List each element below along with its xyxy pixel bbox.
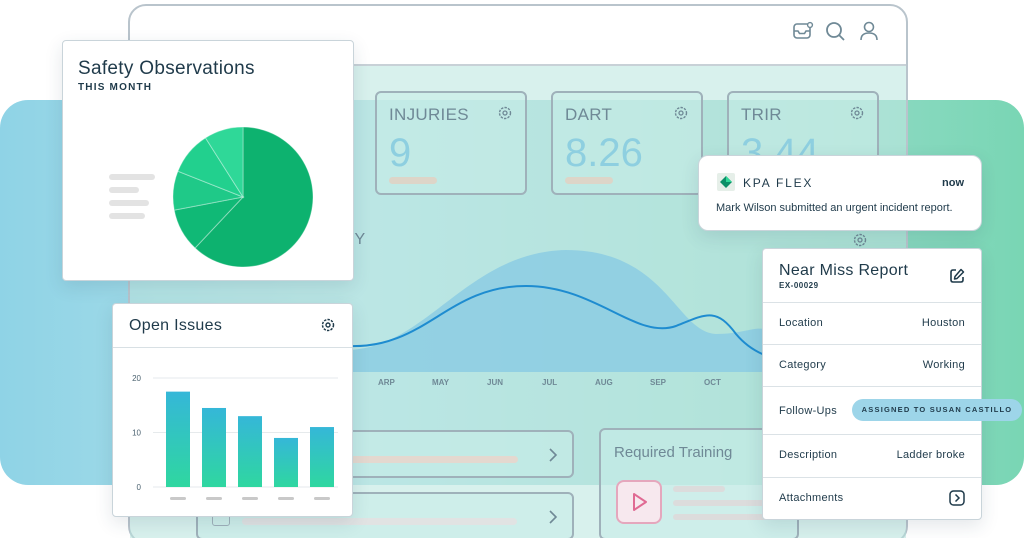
chevron-right-icon[interactable] bbox=[548, 510, 558, 524]
x-tick-placeholder bbox=[242, 497, 258, 500]
y-tick-label: 10 bbox=[132, 429, 141, 438]
kpi-placeholder-bar bbox=[565, 177, 613, 184]
search-icon[interactable] bbox=[824, 20, 846, 42]
chevron-right-icon[interactable] bbox=[949, 490, 965, 506]
month-label: MAY bbox=[432, 378, 450, 387]
field-value: Ladder broke bbox=[896, 449, 965, 461]
kpi-label: TRIR bbox=[741, 105, 782, 124]
bar[interactable] bbox=[202, 407, 226, 487]
trend-area bbox=[346, 250, 796, 372]
y-tick-label: 20 bbox=[132, 374, 141, 383]
placeholder-bar bbox=[338, 456, 518, 463]
pie-slice bbox=[204, 126, 244, 199]
kpi-card-injuries[interactable]: INJURIES 9 bbox=[375, 91, 527, 195]
field-category: Category Working bbox=[763, 344, 981, 386]
field-label: Location bbox=[779, 317, 823, 329]
y-tick-label: 0 bbox=[137, 483, 142, 492]
bar[interactable] bbox=[238, 416, 262, 487]
trend-area-chart bbox=[345, 250, 797, 372]
gear-icon[interactable] bbox=[497, 105, 513, 121]
kpi-label: DART bbox=[565, 105, 613, 124]
pie-slice bbox=[194, 126, 314, 268]
bar[interactable] bbox=[310, 427, 334, 487]
x-tick-placeholder bbox=[206, 497, 222, 500]
kpi-card-dart[interactable]: DART 8.26 bbox=[551, 91, 703, 195]
field-label: Follow-Ups bbox=[779, 405, 838, 417]
month-label: AUG bbox=[595, 378, 613, 387]
field-location: Location Houston bbox=[763, 302, 981, 344]
card-title: Near Miss Report bbox=[779, 262, 909, 279]
trend-line bbox=[345, 284, 797, 363]
gear-icon[interactable] bbox=[673, 105, 689, 121]
edit-icon[interactable] bbox=[948, 267, 966, 285]
header-divider bbox=[130, 64, 906, 66]
pie-slice bbox=[177, 137, 245, 199]
legend-placeholder bbox=[109, 174, 155, 180]
assignee-badge[interactable]: ASSIGNED TO SUSAN CASTILLO bbox=[852, 399, 1022, 421]
app-name: KPA FLEX bbox=[743, 176, 814, 190]
month-label: ARP bbox=[378, 378, 395, 387]
x-tick-placeholder bbox=[314, 497, 330, 500]
month-label: OCT bbox=[704, 378, 721, 387]
kpi-value: 9 bbox=[389, 131, 412, 175]
bar[interactable] bbox=[274, 437, 298, 487]
gear-icon[interactable] bbox=[849, 105, 865, 121]
required-training-title: Required Training bbox=[614, 444, 733, 461]
timestamp: now bbox=[942, 177, 964, 189]
legend-placeholder bbox=[109, 187, 139, 193]
pie-slice bbox=[172, 170, 245, 211]
field-attachments: Attachments bbox=[763, 477, 981, 519]
month-label: JUL bbox=[542, 378, 558, 387]
placeholder-bar bbox=[242, 518, 517, 525]
open-issues-card: Open Issues 0 10 20 bbox=[112, 303, 353, 517]
near-miss-report-card: Near Miss Report EX-00029 Location Houst… bbox=[762, 248, 982, 520]
pie-slice bbox=[173, 196, 245, 249]
month-label: JUN bbox=[487, 378, 504, 387]
placeholder-bar bbox=[673, 500, 768, 506]
kpa-logo-icon bbox=[717, 173, 735, 191]
pie-chart bbox=[172, 126, 314, 268]
inbox-icon[interactable] bbox=[792, 20, 814, 42]
bar-chart: 0 10 20 bbox=[132, 374, 338, 500]
field-label: Attachments bbox=[779, 492, 844, 504]
divider bbox=[113, 347, 352, 348]
legend-placeholder bbox=[109, 200, 149, 206]
kpi-placeholder-bar bbox=[389, 177, 437, 184]
bar[interactable] bbox=[166, 391, 190, 487]
card-title: Open Issues bbox=[129, 317, 223, 334]
kpi-label: INJURIES bbox=[389, 105, 469, 124]
x-tick-placeholder bbox=[278, 497, 294, 500]
field-value: Working bbox=[922, 359, 965, 371]
field-value: Houston bbox=[921, 317, 965, 329]
legend-placeholder bbox=[109, 213, 145, 219]
notification-toast[interactable]: KPA FLEX now Mark Wilson submitted an ur… bbox=[698, 155, 982, 231]
placeholder-bar bbox=[673, 514, 768, 520]
gear-icon[interactable] bbox=[852, 232, 868, 248]
gear-icon[interactable] bbox=[320, 317, 336, 333]
field-description: Description Ladder broke bbox=[763, 434, 981, 476]
card-subtitle: THIS MONTH bbox=[78, 82, 153, 93]
safety-observations-card: Safety Observations THIS MONTH bbox=[62, 40, 354, 281]
play-icon bbox=[633, 493, 647, 511]
notification-message: Mark Wilson submitted an urgent incident… bbox=[716, 202, 953, 214]
field-follow-ups: Follow-Ups bbox=[763, 386, 981, 434]
field-label: Category bbox=[779, 359, 827, 371]
chevron-right-icon[interactable] bbox=[548, 448, 558, 462]
field-label: Description bbox=[779, 449, 838, 461]
month-label: SEP bbox=[650, 378, 667, 387]
x-tick-placeholder bbox=[170, 497, 186, 500]
placeholder-bar bbox=[673, 486, 725, 492]
card-title: Safety Observations bbox=[78, 58, 255, 79]
video-play-button[interactable] bbox=[616, 480, 662, 524]
report-id: EX-00029 bbox=[779, 281, 819, 290]
user-icon[interactable] bbox=[858, 20, 880, 42]
trend-chart-panel: DY ARP MAY JUN JUL AUG SEP OCT bbox=[196, 222, 880, 402]
kpi-value: 8.26 bbox=[565, 131, 643, 175]
